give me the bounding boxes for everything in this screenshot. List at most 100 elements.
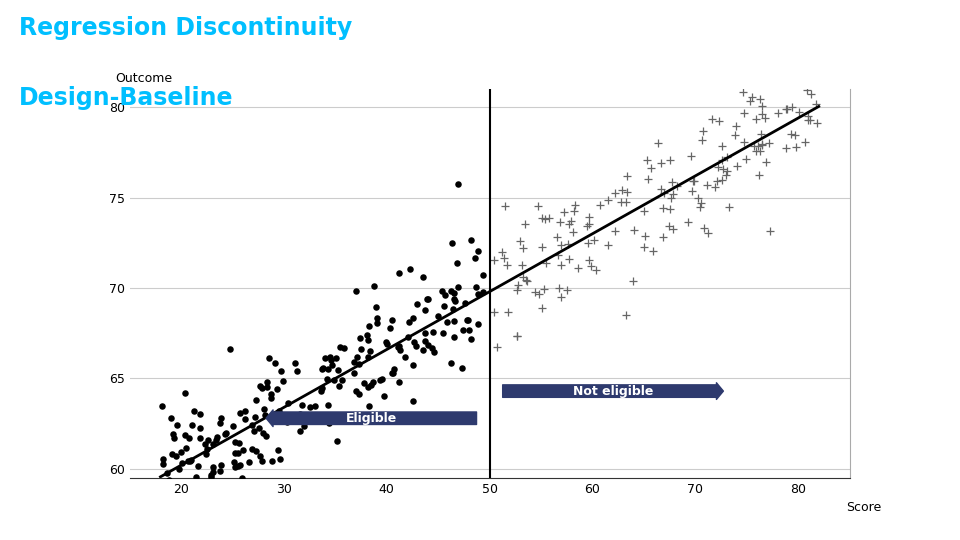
Point bbox=[379, 339, 395, 348]
Point bbox=[297, 422, 312, 431]
Point bbox=[779, 144, 794, 153]
Point bbox=[374, 375, 390, 383]
Point bbox=[165, 430, 180, 438]
Point bbox=[272, 406, 287, 415]
Point bbox=[170, 421, 185, 429]
Point bbox=[588, 266, 604, 274]
Point bbox=[408, 342, 423, 350]
Point bbox=[755, 141, 770, 150]
Point bbox=[352, 334, 368, 342]
Point bbox=[346, 368, 361, 377]
Point bbox=[684, 187, 700, 195]
Point bbox=[714, 141, 730, 150]
Point bbox=[661, 221, 677, 230]
Point bbox=[486, 307, 501, 316]
Point bbox=[801, 116, 816, 124]
Point bbox=[348, 287, 364, 296]
Point bbox=[618, 310, 634, 319]
Point bbox=[210, 433, 226, 441]
Point bbox=[234, 474, 250, 482]
Point bbox=[226, 422, 241, 430]
Point bbox=[509, 286, 524, 294]
Point bbox=[445, 288, 461, 297]
Point bbox=[218, 429, 233, 437]
Point bbox=[199, 449, 214, 458]
Point bbox=[650, 138, 665, 147]
Point bbox=[168, 480, 183, 488]
Point bbox=[347, 358, 362, 367]
Point bbox=[494, 248, 510, 256]
Point bbox=[539, 259, 554, 268]
Point bbox=[540, 214, 556, 223]
Point bbox=[582, 219, 597, 228]
Point bbox=[212, 418, 228, 427]
Point bbox=[198, 440, 213, 448]
Point bbox=[592, 201, 608, 210]
Point bbox=[567, 201, 583, 210]
Point bbox=[317, 354, 332, 362]
Point bbox=[535, 303, 550, 312]
Point bbox=[619, 172, 635, 181]
Point bbox=[614, 186, 630, 194]
Point bbox=[319, 375, 334, 383]
Point bbox=[361, 402, 376, 410]
Point bbox=[551, 251, 566, 259]
Point bbox=[320, 401, 335, 410]
Point bbox=[155, 493, 170, 502]
Point bbox=[553, 241, 568, 250]
Point bbox=[205, 440, 221, 448]
Point bbox=[158, 480, 174, 489]
Point bbox=[707, 182, 722, 191]
Text: Not eligible: Not eligible bbox=[573, 384, 653, 397]
Point bbox=[396, 352, 412, 361]
Point bbox=[459, 315, 474, 324]
Point bbox=[513, 237, 528, 246]
Point bbox=[709, 177, 725, 185]
Point bbox=[719, 152, 734, 161]
Point bbox=[704, 114, 719, 123]
Point bbox=[608, 227, 623, 235]
Point bbox=[256, 405, 272, 414]
Point bbox=[302, 403, 318, 411]
Point bbox=[528, 287, 543, 296]
Point bbox=[751, 171, 766, 179]
Point bbox=[809, 119, 825, 127]
Point bbox=[748, 147, 763, 156]
Point bbox=[690, 193, 706, 202]
Point bbox=[662, 205, 678, 213]
Point bbox=[420, 341, 436, 350]
Point bbox=[267, 359, 282, 367]
Point bbox=[718, 170, 733, 179]
Point bbox=[178, 389, 193, 397]
Point bbox=[653, 185, 668, 194]
Point bbox=[213, 414, 228, 422]
Point bbox=[348, 387, 364, 395]
Point bbox=[186, 407, 202, 415]
Point bbox=[803, 116, 818, 124]
Point bbox=[455, 326, 470, 334]
Point bbox=[315, 364, 330, 373]
Point bbox=[357, 379, 372, 388]
Point bbox=[232, 409, 248, 417]
Point bbox=[324, 360, 340, 369]
Point bbox=[728, 131, 743, 140]
Point bbox=[582, 255, 597, 264]
Point bbox=[230, 448, 246, 457]
Point bbox=[199, 445, 214, 454]
Point bbox=[791, 108, 806, 117]
Point bbox=[510, 280, 525, 289]
Point bbox=[189, 472, 204, 481]
Point bbox=[620, 187, 636, 196]
Point bbox=[518, 276, 534, 285]
Point bbox=[401, 318, 417, 327]
Point bbox=[714, 176, 730, 185]
Point bbox=[360, 330, 375, 339]
Point bbox=[161, 476, 177, 485]
Point bbox=[230, 462, 246, 470]
Point bbox=[570, 264, 586, 272]
Point bbox=[757, 158, 773, 166]
Point bbox=[270, 446, 285, 454]
Point bbox=[684, 151, 699, 160]
Point bbox=[201, 435, 216, 444]
Point bbox=[440, 318, 455, 327]
